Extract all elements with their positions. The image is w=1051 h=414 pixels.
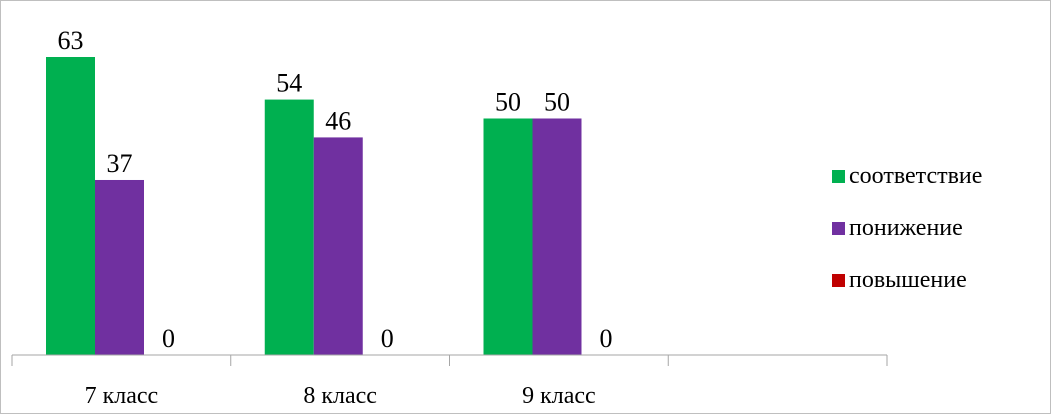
bar-понижение-1 [313, 137, 363, 355]
bars-layer [46, 57, 582, 355]
legend-item: повышение [832, 254, 1042, 306]
category-label: 8 класс [303, 383, 377, 409]
category-label: 9 класс [522, 383, 596, 409]
data-label: 50 [495, 87, 521, 116]
legend-label: повышение [849, 266, 967, 293]
legend-label: понижение [849, 214, 963, 241]
legend-swatch [832, 221, 845, 235]
data-label: 46 [325, 106, 351, 135]
data-label: 63 [58, 26, 84, 55]
data-labels: 63 54 50 37 46 50 0 0 0 [58, 26, 613, 353]
bar-соответствие-1 [264, 99, 314, 355]
bar-понижение-0 [95, 179, 144, 355]
legend-item: соответствие [832, 150, 1042, 202]
data-label: 0 [162, 324, 175, 353]
data-label: 0 [600, 324, 613, 353]
bar-соответствие-2 [483, 118, 533, 355]
bar-соответствие-0 [46, 57, 95, 355]
legend-swatch [832, 169, 845, 183]
x-axis [11, 354, 888, 366]
legend-label: соответствие [849, 162, 983, 189]
chart-legend: соответствие понижение повышение [832, 150, 1042, 306]
data-label: 0 [381, 324, 394, 353]
category-label: 7 класс [85, 383, 159, 409]
data-label: 50 [544, 87, 570, 116]
category-labels: 7 класс 8 класс 9 класс [85, 383, 596, 409]
data-label: 37 [107, 149, 133, 178]
legend-item: понижение [832, 202, 1042, 254]
legend-swatch [832, 273, 845, 287]
data-label: 54 [276, 69, 302, 98]
bar-понижение-2 [532, 118, 582, 355]
